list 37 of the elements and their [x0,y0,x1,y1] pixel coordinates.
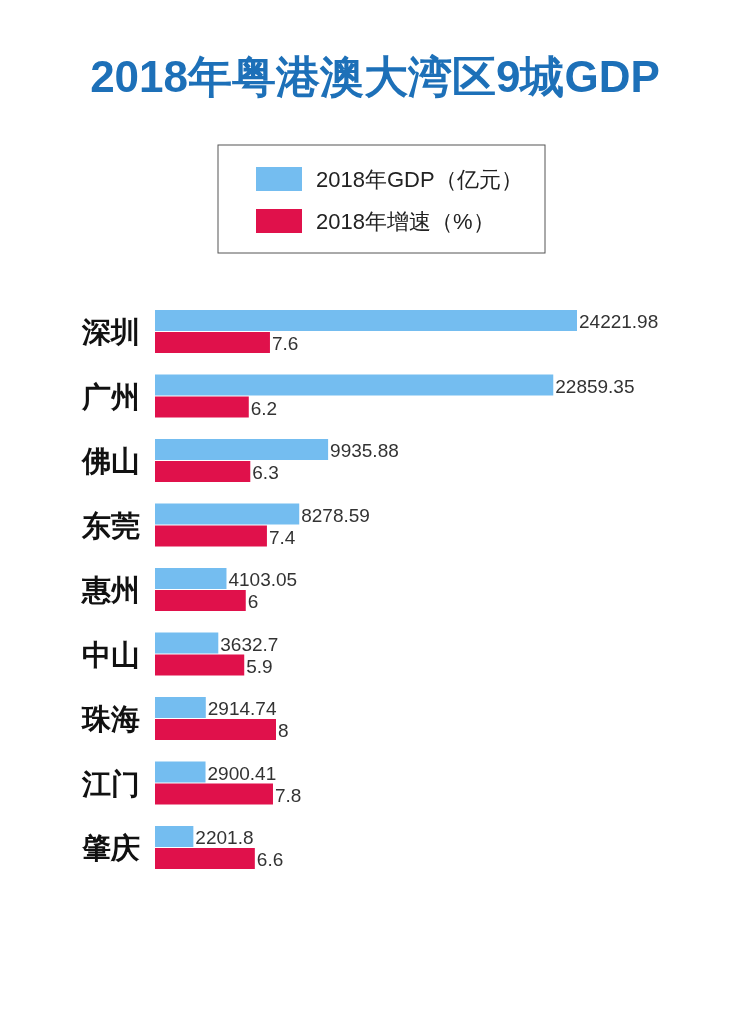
data-label: 2900.41 [207,762,277,784]
data-label: 7.8 [274,784,302,806]
y-tick-label: 江门 [81,767,140,800]
data-label: 6.6 [256,849,284,870]
y-tick-label: 中山 [82,638,140,671]
bar [155,374,554,396]
data-label: 7.6 [271,333,299,354]
bar [155,310,577,331]
data-label: 8278.59 [301,504,370,526]
legend-label: 2018年增速（%） [316,209,495,234]
data-label: 6 [247,591,259,612]
bar [155,396,249,418]
data-label: 2201.8 [195,827,254,848]
y-tick-label: 珠海 [81,703,140,735]
y-tick-label: 深圳 [81,316,140,348]
y-tick-label: 东莞 [81,509,140,542]
data-label: 6.2 [250,397,278,419]
data-label: 9935.88 [330,440,399,461]
y-tick-label: 肇庆 [81,832,140,864]
bar [155,719,276,740]
data-label: 4103.05 [228,569,298,590]
data-label: 2914.74 [207,698,277,719]
data-label: 8 [278,720,289,741]
legend-label: 2018年GDP（亿元） [316,167,523,192]
data-label: 3632.7 [220,633,279,655]
y-tick-label: 佛山 [81,445,140,477]
data-label: 7.4 [268,526,296,548]
y-tick-label: 广州 [81,380,140,413]
y-tick-label: 惠州 [80,574,140,606]
data-label: 22859.35 [555,375,635,397]
data-label: 5.9 [246,655,273,677]
data-label: 24221.98 [579,311,659,332]
bar [155,783,273,805]
data-label: 6.3 [252,462,279,483]
bar [155,332,270,353]
bar [155,848,255,869]
chart-title: 2018年粤港澳大湾区9城GDP [90,52,660,101]
